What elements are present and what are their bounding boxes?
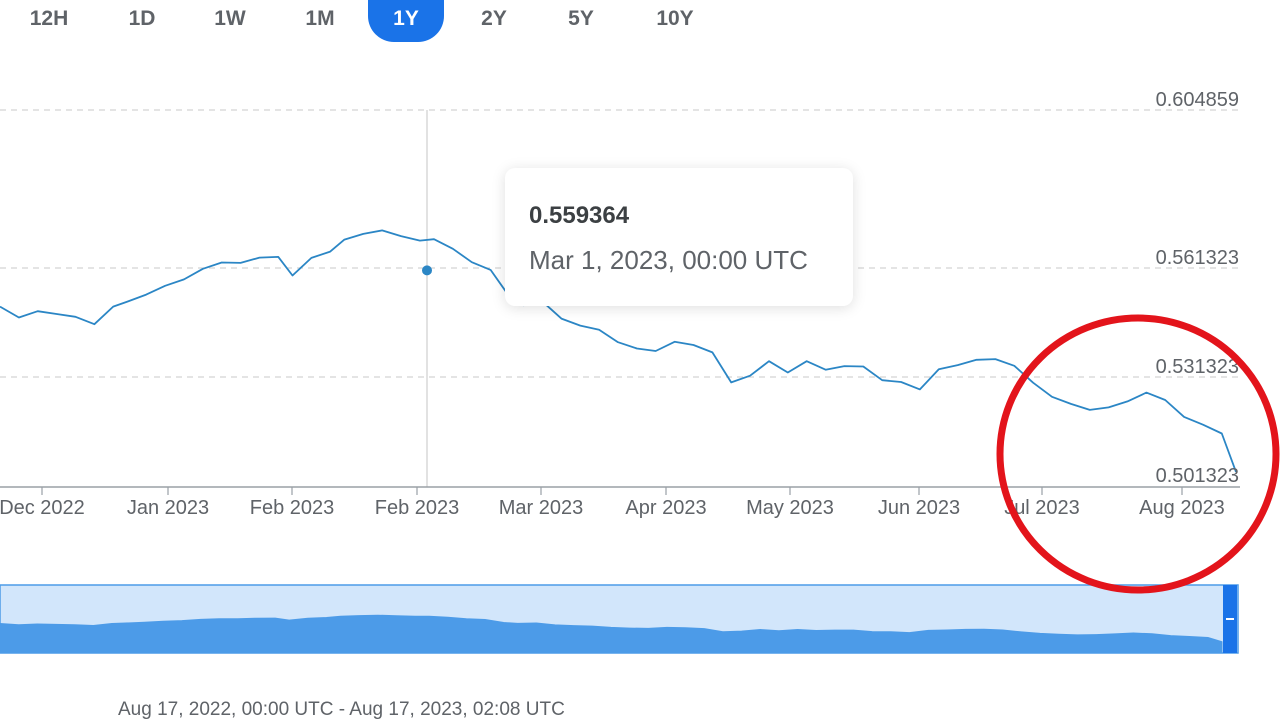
y-tick-label: 0.604859 <box>1156 89 1239 111</box>
annotation <box>996 314 1280 594</box>
y-axis: 0.604859 0.561323 0.531323 0.501323 <box>1156 89 1239 487</box>
x-tick-label: Feb 2023 <box>250 497 335 519</box>
hover-point <box>422 265 432 276</box>
x-tick-label: Jul 2023 <box>1004 497 1080 519</box>
x-tick-label: May 2023 <box>746 497 834 519</box>
navigator-area <box>0 614 1223 653</box>
x-tick-label: Jan 2023 <box>127 497 209 519</box>
selected-range-text: Aug 17, 2022, 00:00 UTC - Aug 17, 2023, … <box>118 699 565 720</box>
time-range-tabs: 12H 1D 1W 1M 1Y 2Y 5Y 10Y <box>0 0 760 44</box>
range-navigator[interactable] <box>0 584 1239 654</box>
range-tab-10y[interactable]: 10Y <box>656 7 694 30</box>
y-tick-label: 0.561323 <box>1156 247 1239 269</box>
range-tab-2y[interactable]: 2Y <box>481 7 507 30</box>
series-layer <box>0 229 1237 473</box>
tooltip-date: Mar 1, 2023, 00:00 UTC <box>529 245 808 275</box>
range-tab-5y[interactable]: 5Y <box>568 7 594 30</box>
range-tab-1w[interactable]: 1W <box>214 7 246 30</box>
x-tick-label: Dec 2022 <box>0 497 85 519</box>
annotation-circle <box>996 314 1280 594</box>
x-tick-label: Feb 2023 <box>375 497 460 519</box>
range-tab-1m[interactable]: 1M <box>305 7 335 30</box>
x-tick-label: Aug 2023 <box>1139 497 1225 519</box>
range-tab-12h[interactable]: 12H <box>29 7 69 30</box>
range-tab-1y[interactable]: 1Y <box>368 0 444 42</box>
range-tab-1d[interactable]: 1D <box>128 7 156 30</box>
x-tick-label: Apr 2023 <box>625 497 706 519</box>
x-axis: Dec 2022 Jan 2023 Feb 2023 Feb 2023 Mar 2023… <box>0 486 1240 519</box>
x-tick-label: Jun 2023 <box>878 497 960 519</box>
series-line <box>0 229 1237 473</box>
y-tick-label: 0.501323 <box>1156 465 1239 487</box>
tooltip-value: 0.559364 <box>529 202 630 229</box>
hover-tooltip: 0.559364 Mar 1, 2023, 00:00 UTC <box>505 168 853 306</box>
y-tick-label: 0.531323 <box>1156 356 1239 378</box>
x-tick-label: Mar 2023 <box>499 497 584 519</box>
